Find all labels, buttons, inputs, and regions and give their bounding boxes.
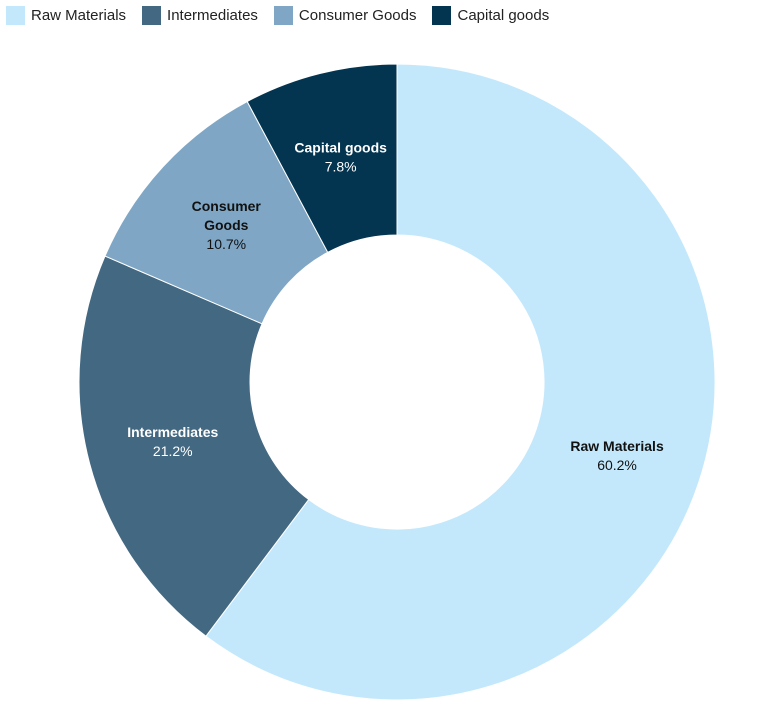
legend-swatch (273, 5, 293, 25)
legend-label: Intermediates (167, 6, 258, 24)
slice-label-value: 10.7% (206, 236, 246, 252)
slice-label: Intermediates 21.2% (127, 424, 218, 459)
slice-label-value: 21.2% (153, 443, 193, 459)
legend-item-capital-goods[interactable]: Capital goods (432, 5, 550, 25)
legend-item-consumer-goods[interactable]: Consumer Goods (273, 5, 417, 25)
slice-label: Consumer Goods 10.7% (192, 198, 262, 252)
legend-swatch (432, 5, 452, 25)
legend-swatch (142, 5, 162, 25)
slice-label-name: Consumer (192, 198, 262, 214)
slice-label: Capital goods 7.8% (294, 139, 387, 174)
slice-label-value: 60.2% (597, 457, 637, 473)
slice-label-name: Intermediates (127, 424, 218, 440)
donut-slice-raw-materials[interactable] (205, 63, 716, 701)
slice-label-name: Goods (204, 217, 249, 233)
chart-legend: Raw Materials Intermediates Consumer Goo… (6, 4, 549, 26)
slice-label-name: Capital goods (294, 139, 387, 155)
donut-slice-consumer-goods[interactable] (104, 100, 329, 325)
legend-label: Capital goods (457, 6, 550, 24)
slice-label-value: 7.8% (325, 158, 357, 174)
legend-swatch (6, 5, 25, 25)
donut-slice-capital-goods[interactable] (246, 63, 398, 254)
legend-label: Consumer Goods (298, 6, 417, 24)
slice-label-name: Raw Materials (570, 438, 664, 454)
donut-slice-intermediates[interactable] (78, 255, 310, 637)
legend-item-intermediates[interactable]: Intermediates (142, 5, 258, 25)
legend-label: Raw Materials (31, 6, 127, 24)
legend-item-raw-materials[interactable]: Raw Materials (6, 5, 127, 25)
slice-label: Raw Materials 60.2% (570, 438, 664, 473)
